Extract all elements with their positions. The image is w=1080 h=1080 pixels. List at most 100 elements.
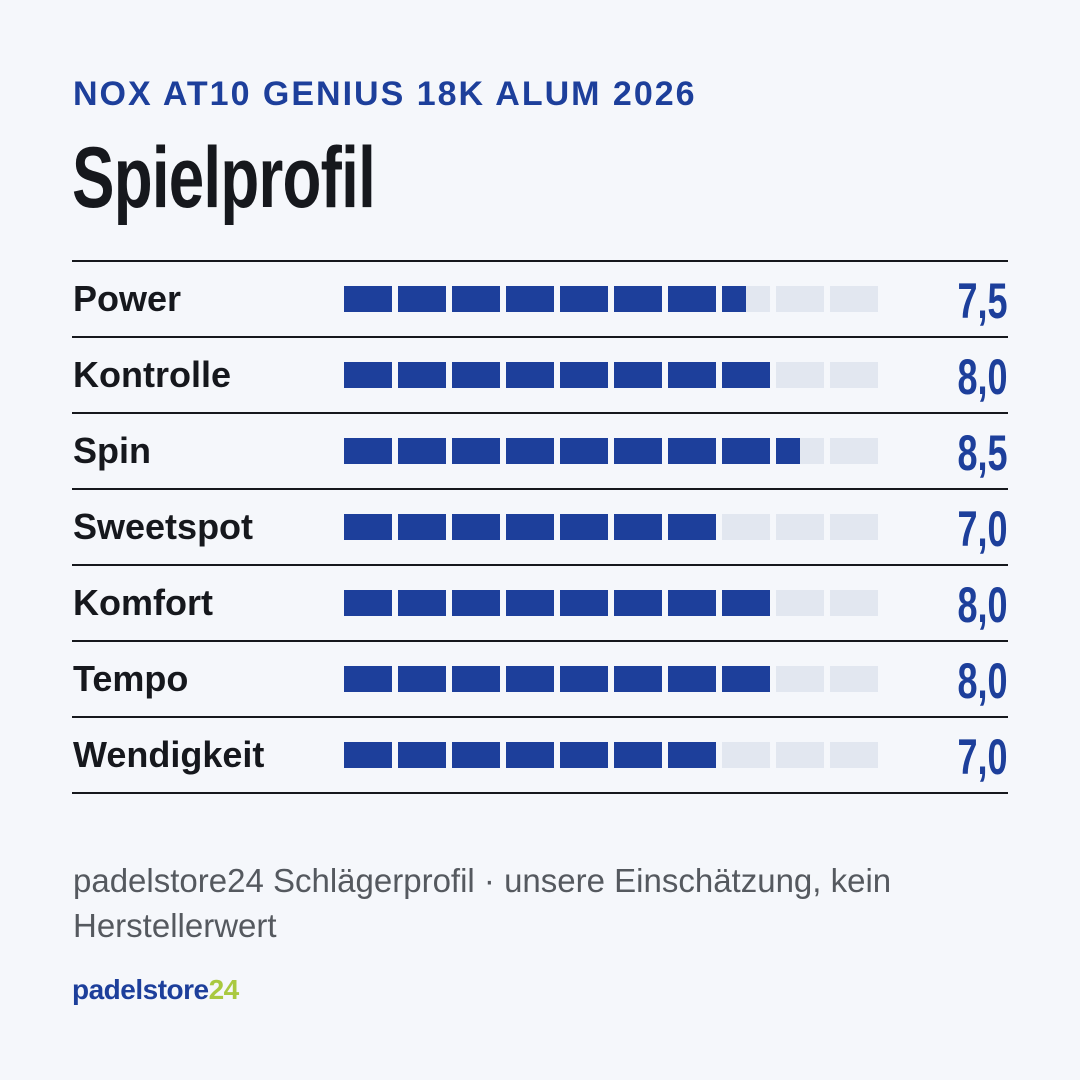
bar-segment-filled xyxy=(668,438,716,464)
bar-segment-filled xyxy=(560,286,608,312)
bar-segment-filled xyxy=(452,286,500,312)
bar-segment-empty xyxy=(830,590,878,616)
page-title: Spielprofil xyxy=(72,130,376,226)
bar-segment-filled xyxy=(506,514,554,540)
bar-segment-filled xyxy=(506,590,554,616)
bar-segment-filled xyxy=(398,666,446,692)
rating-value: 8,0 xyxy=(957,653,1008,709)
bar-segment-empty xyxy=(830,666,878,692)
bar-segment-empty xyxy=(776,362,824,388)
bar-segment-filled xyxy=(344,742,392,768)
bar-segment-empty xyxy=(830,286,878,312)
bar-segment-filled xyxy=(614,666,662,692)
bar-segment-filled xyxy=(344,286,392,312)
rating-bar xyxy=(344,514,878,540)
rating-row: Spin 8,5 xyxy=(72,414,1008,490)
rating-row: Komfort 8,0 xyxy=(72,566,1008,642)
bar-segment-filled xyxy=(722,438,770,464)
rating-bar xyxy=(344,286,878,312)
bar-segment-empty xyxy=(830,362,878,388)
bar-segment-filled xyxy=(452,362,500,388)
bar-segment-filled xyxy=(776,438,800,464)
bar-segment-filled xyxy=(452,590,500,616)
bar-segment-filled xyxy=(344,362,392,388)
rating-value: 8,0 xyxy=(957,577,1008,633)
bar-segment-filled xyxy=(560,590,608,616)
rating-label: Kontrolle xyxy=(73,354,231,395)
bar-segment-filled xyxy=(506,286,554,312)
bar-segment-filled xyxy=(398,286,446,312)
rating-label: Komfort xyxy=(73,582,213,623)
bar-segment-filled xyxy=(722,362,770,388)
bar-segment-filled xyxy=(506,742,554,768)
rating-bar xyxy=(344,742,878,768)
bar-segment-filled xyxy=(398,362,446,388)
bar-segment-filled xyxy=(614,286,662,312)
rating-value: 8,0 xyxy=(957,349,1008,405)
bar-segment-filled xyxy=(398,514,446,540)
rating-label: Power xyxy=(73,278,182,319)
bar-segment-filled xyxy=(614,362,662,388)
bar-segment-filled xyxy=(344,590,392,616)
bar-segment-filled xyxy=(398,438,446,464)
bar-segment-filled xyxy=(614,742,662,768)
bar-segment-filled xyxy=(668,362,716,388)
bar-segment-empty xyxy=(776,742,824,768)
bar-segment-filled xyxy=(722,666,770,692)
bar-segment-filled xyxy=(506,666,554,692)
bar-segment-filled xyxy=(560,666,608,692)
bar-segment-filled xyxy=(398,742,446,768)
bar-segment-empty xyxy=(830,514,878,540)
bar-segment-empty xyxy=(722,514,770,540)
rating-bar xyxy=(344,438,878,464)
brand-logo: padelstore24 xyxy=(72,974,239,1006)
rating-row: Kontrolle 8,0 xyxy=(72,338,1008,414)
bar-segment-filled xyxy=(560,514,608,540)
bar-segment-filled xyxy=(506,362,554,388)
rating-label: Spin xyxy=(73,430,151,471)
bar-segment-filled xyxy=(560,438,608,464)
rating-bar xyxy=(344,666,878,692)
rating-label: Sweetspot xyxy=(73,506,254,547)
bar-segment-empty xyxy=(830,742,878,768)
bar-segment-filled xyxy=(506,438,554,464)
bar-segment-filled xyxy=(560,362,608,388)
rating-label: Tempo xyxy=(73,658,189,699)
bar-segment-filled xyxy=(668,286,716,312)
rating-row: Wendigkeit 7,0 xyxy=(72,718,1008,794)
bar-segment-empty xyxy=(830,438,878,464)
rating-bar xyxy=(344,362,878,388)
bar-segment-filled xyxy=(344,666,392,692)
bar-segment-filled xyxy=(344,438,392,464)
bar-segment-empty xyxy=(776,514,824,540)
rating-row: Sweetspot 7,0 xyxy=(72,490,1008,566)
bar-segment-filled xyxy=(668,590,716,616)
product-name: NOX AT10 GENIUS 18K ALUM 2026 xyxy=(73,75,697,113)
bar-segment-filled xyxy=(722,590,770,616)
logo-text: padelstore xyxy=(72,974,209,1005)
rating-value: 7,5 xyxy=(957,273,1008,329)
bar-segment-filled xyxy=(452,666,500,692)
bar-segment-filled xyxy=(668,666,716,692)
footnote: padelstore24 Schlägerprofil · unsere Ein… xyxy=(73,862,892,944)
bar-segment-filled xyxy=(452,514,500,540)
rating-value: 7,0 xyxy=(957,501,1008,557)
bar-segment-filled xyxy=(614,590,662,616)
bar-segment-filled xyxy=(344,514,392,540)
bar-segment-filled xyxy=(668,514,716,540)
bar-segment-empty xyxy=(776,666,824,692)
bar-segment-filled xyxy=(560,742,608,768)
bar-segment-filled xyxy=(668,742,716,768)
logo-accent: 24 xyxy=(208,974,240,1005)
rating-value: 8,5 xyxy=(957,425,1008,481)
rating-bar xyxy=(344,590,878,616)
bar-segment-empty xyxy=(776,286,824,312)
rating-label: Wendigkeit xyxy=(73,734,265,775)
rating-table: Power 7,5 Kontrolle 8,0 Spin 8,5 Sweetspot 7,0 K… xyxy=(72,260,1008,794)
bar-segment-filled xyxy=(452,742,500,768)
rating-row: Power 7,5 xyxy=(72,262,1008,338)
bar-segment-filled xyxy=(614,438,662,464)
bar-segment-filled xyxy=(398,590,446,616)
rating-row: Tempo 8,0 xyxy=(72,642,1008,718)
